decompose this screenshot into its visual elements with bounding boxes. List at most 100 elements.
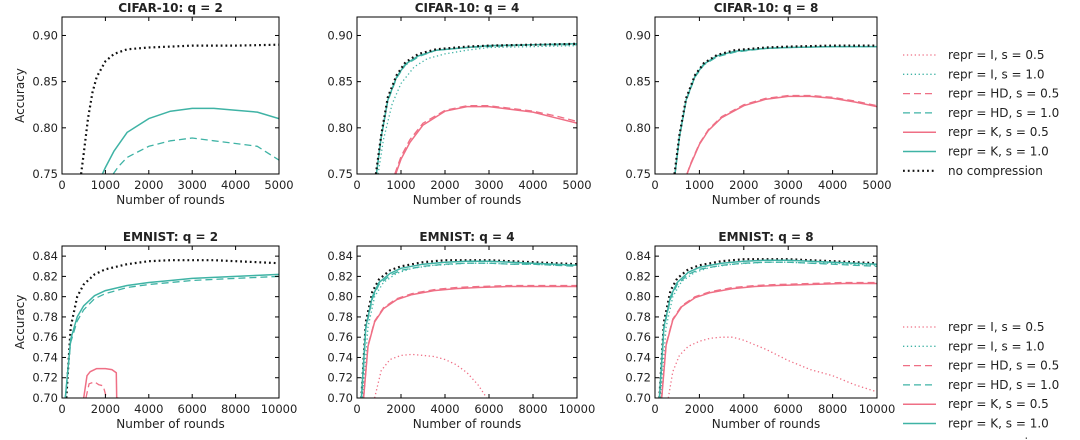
subplot-5: 0 2000 4000 6000 8000 10000 0.70 0.72 0.74 0.76 0.… [327, 230, 595, 431]
subplot-title: EMNIST: q = 8 [718, 230, 813, 244]
legend-label: repr = HD, s = 1.0 [948, 106, 1059, 120]
x-tick-label: 6000 [474, 402, 503, 416]
axes-frame [654, 16, 878, 175]
series-line-repr-hd-s-0-5 [85, 381, 108, 398]
series-line-repr-hd-s-1-0 [658, 261, 877, 398]
x-tick-label: 4000 [134, 402, 163, 416]
x-tick-label: 2000 [91, 402, 120, 416]
series-line-repr-hd-s-1-0 [360, 262, 577, 398]
series-line-repr-k-s-1-0 [64, 273, 279, 398]
legend-label: no compression [948, 164, 1043, 178]
series-line-repr-hd-s-1-0 [112, 137, 279, 174]
y-tick-label: 0.78 [625, 310, 651, 324]
y-tick-label: 0.80 [327, 121, 353, 135]
series-line-repr-k-s-0-5 [394, 105, 577, 174]
x-tick-label: 4000 [729, 402, 758, 416]
y-tick-label: 0.72 [327, 371, 353, 385]
y-tick-label: 0.76 [32, 330, 58, 344]
y-tick-label: 0.72 [625, 371, 651, 385]
x-tick-label: 5000 [562, 178, 591, 192]
subplot-title: EMNIST: q = 4 [419, 230, 514, 244]
y-tick-label: 0.80 [327, 290, 353, 304]
x-tick-label: 2000 [430, 178, 459, 192]
y-tick-label: 0.84 [32, 249, 58, 263]
x-tick-label: 5000 [264, 178, 293, 192]
y-tick-label: 0.82 [625, 269, 651, 283]
legend-2: repr = I, s = 0.5 repr = I, s = 1.0 repr =… [903, 320, 1059, 440]
subplot-2: 0 1000 2000 3000 4000 5000 0.75 0.80 0.85 0.90 CIF… [327, 1, 591, 207]
subplot-4: 0 2000 4000 6000 8000 10000 0.70 0.72 0.74 0.76 0.… [13, 230, 297, 431]
y-tick-label: 0.80 [625, 290, 651, 304]
x-tick-label: 10000 [261, 402, 298, 416]
axes-frame [356, 245, 578, 399]
legend-label: repr = K, s = 0.5 [948, 125, 1049, 139]
subplot-1: 0 1000 2000 3000 4000 5000 0.75 0.80 0.85 0.90 CIF… [13, 1, 294, 207]
x-tick-label: 4000 [818, 178, 847, 192]
y-tick-label: 0.72 [32, 371, 58, 385]
y-tick-label: 0.80 [32, 121, 58, 135]
x-tick-label: 2000 [685, 402, 714, 416]
y-tick-label: 0.76 [327, 330, 353, 344]
x-tick-label: 8000 [818, 402, 847, 416]
legend-label: repr = HD, s = 0.5 [948, 359, 1059, 373]
axes-frame [61, 16, 280, 175]
y-tick-label: 0.75 [32, 167, 58, 181]
x-axis-label: Number of rounds [116, 193, 225, 207]
legend-label: repr = K, s = 1.0 [948, 417, 1049, 431]
legend-label: repr = I, s = 0.5 [948, 320, 1044, 334]
x-tick-label: 1000 [685, 178, 714, 192]
axes-frame [61, 245, 280, 399]
series-line-repr-hd-s-1-0 [375, 44, 577, 174]
subplot-title: CIFAR-10: q = 8 [714, 1, 819, 15]
series-line-repr-i-s-1-0 [361, 262, 577, 398]
y-tick-label: 0.84 [327, 249, 353, 263]
series-line-no-compression [65, 259, 279, 398]
legend-label: repr = I, s = 1.0 [948, 67, 1044, 81]
x-tick-label: 3000 [774, 178, 803, 192]
x-tick-label: 6000 [178, 402, 207, 416]
series-group [64, 259, 279, 398]
y-tick-label: 0.80 [32, 290, 58, 304]
series-group [673, 44, 877, 174]
series-line-repr-k-s-1-0 [674, 45, 877, 174]
subplot-title: CIFAR-10: q = 2 [118, 1, 223, 15]
legend-label: no compression [948, 436, 1043, 440]
legend-label: repr = K, s = 1.0 [948, 145, 1049, 159]
series-line-repr-k-s-0-5 [686, 95, 877, 174]
series-line-no-compression [673, 44, 877, 174]
y-tick-label: 0.90 [32, 28, 58, 42]
legend-label: repr = K, s = 0.5 [948, 397, 1049, 411]
series-group [360, 259, 577, 398]
series-line-no-compression [80, 43, 279, 174]
y-tick-label: 0.85 [625, 75, 651, 89]
x-tick-label: 8000 [518, 402, 547, 416]
y-tick-label: 0.85 [327, 75, 353, 89]
x-tick-label: 0 [353, 178, 360, 192]
series-line-repr-hd-s-0-5 [362, 284, 577, 398]
x-tick-label: 0 [651, 402, 658, 416]
x-axis-label: Number of rounds [413, 417, 522, 431]
series-group [374, 42, 577, 174]
x-tick-label: 2000 [386, 402, 415, 416]
series-line-repr-k-s-0-5 [82, 367, 119, 398]
series-line-repr-k-s-1-0 [360, 260, 577, 398]
x-tick-label: 8000 [221, 402, 250, 416]
y-tick-label: 0.85 [32, 75, 58, 89]
y-tick-label: 0.70 [327, 391, 353, 405]
legend-label: repr = HD, s = 0.5 [948, 87, 1059, 101]
series-line-repr-k-s-0-5 [660, 282, 877, 398]
subplot-title: CIFAR-10: q = 4 [415, 1, 520, 15]
x-tick-label: 3000 [474, 178, 503, 192]
x-tick-label: 1000 [386, 178, 415, 192]
series-line-repr-k-s-1-0 [375, 43, 577, 174]
series-line-repr-k-s-1-0 [658, 259, 877, 398]
legend-label: repr = I, s = 0.5 [948, 48, 1044, 62]
x-tick-label: 0 [58, 402, 65, 416]
legend-label: repr = HD, s = 1.0 [948, 378, 1059, 392]
x-tick-label: 4000 [518, 178, 547, 192]
x-tick-label: 10000 [859, 402, 896, 416]
axes-frame [654, 245, 878, 399]
y-tick-label: 0.76 [625, 330, 651, 344]
series-line-repr-hd-s-0-5 [394, 105, 577, 174]
series-line-repr-i-s-0-5 [373, 353, 488, 398]
